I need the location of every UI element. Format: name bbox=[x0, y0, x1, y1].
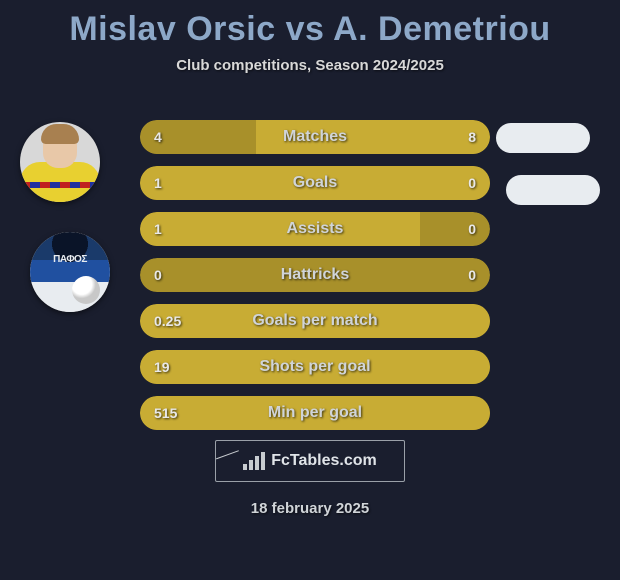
stat-label: Goals per match bbox=[140, 304, 490, 338]
stat-row: 19Shots per goal bbox=[140, 350, 490, 384]
club-logo-bg: ΠΑΦΟΣ bbox=[30, 232, 110, 312]
stat-row: 515Min per goal bbox=[140, 396, 490, 430]
stat-row: 0.25Goals per match bbox=[140, 304, 490, 338]
player1-hair bbox=[41, 124, 79, 144]
player1-avatar bbox=[20, 122, 100, 202]
stat-label: Assists bbox=[140, 212, 490, 246]
page-title: Mislav Orsic vs A. Demetriou bbox=[0, 0, 620, 49]
club-logo-text: ΠΑΦΟΣ bbox=[30, 254, 110, 265]
player1-jersey bbox=[20, 162, 100, 202]
stat-row: 48Matches bbox=[140, 120, 490, 154]
date-line: 18 february 2025 bbox=[0, 500, 620, 517]
footer-brand[interactable]: FcTables.com bbox=[215, 440, 405, 482]
stat-label: Matches bbox=[140, 120, 490, 154]
chart-icon bbox=[243, 452, 265, 470]
stats-container: 48Matches 10Goals 10Assists 00Hattricks 0.25… bbox=[140, 120, 490, 442]
stat-row: 10Goals bbox=[140, 166, 490, 200]
footer-brand-text: FcTables.com bbox=[271, 452, 377, 470]
stat-label: Min per goal bbox=[140, 396, 490, 430]
subtitle: Club competitions, Season 2024/2025 bbox=[0, 57, 620, 74]
stat-label: Hattricks bbox=[140, 258, 490, 292]
stat-row: 00Hattricks bbox=[140, 258, 490, 292]
right-badge-2 bbox=[506, 175, 600, 205]
player2-club-logo: ΠΑΦΟΣ bbox=[30, 232, 110, 312]
right-badge-1 bbox=[496, 123, 590, 153]
stat-label: Shots per goal bbox=[140, 350, 490, 384]
stat-row: 10Assists bbox=[140, 212, 490, 246]
stat-label: Goals bbox=[140, 166, 490, 200]
club-logo-ball-icon bbox=[72, 276, 100, 304]
